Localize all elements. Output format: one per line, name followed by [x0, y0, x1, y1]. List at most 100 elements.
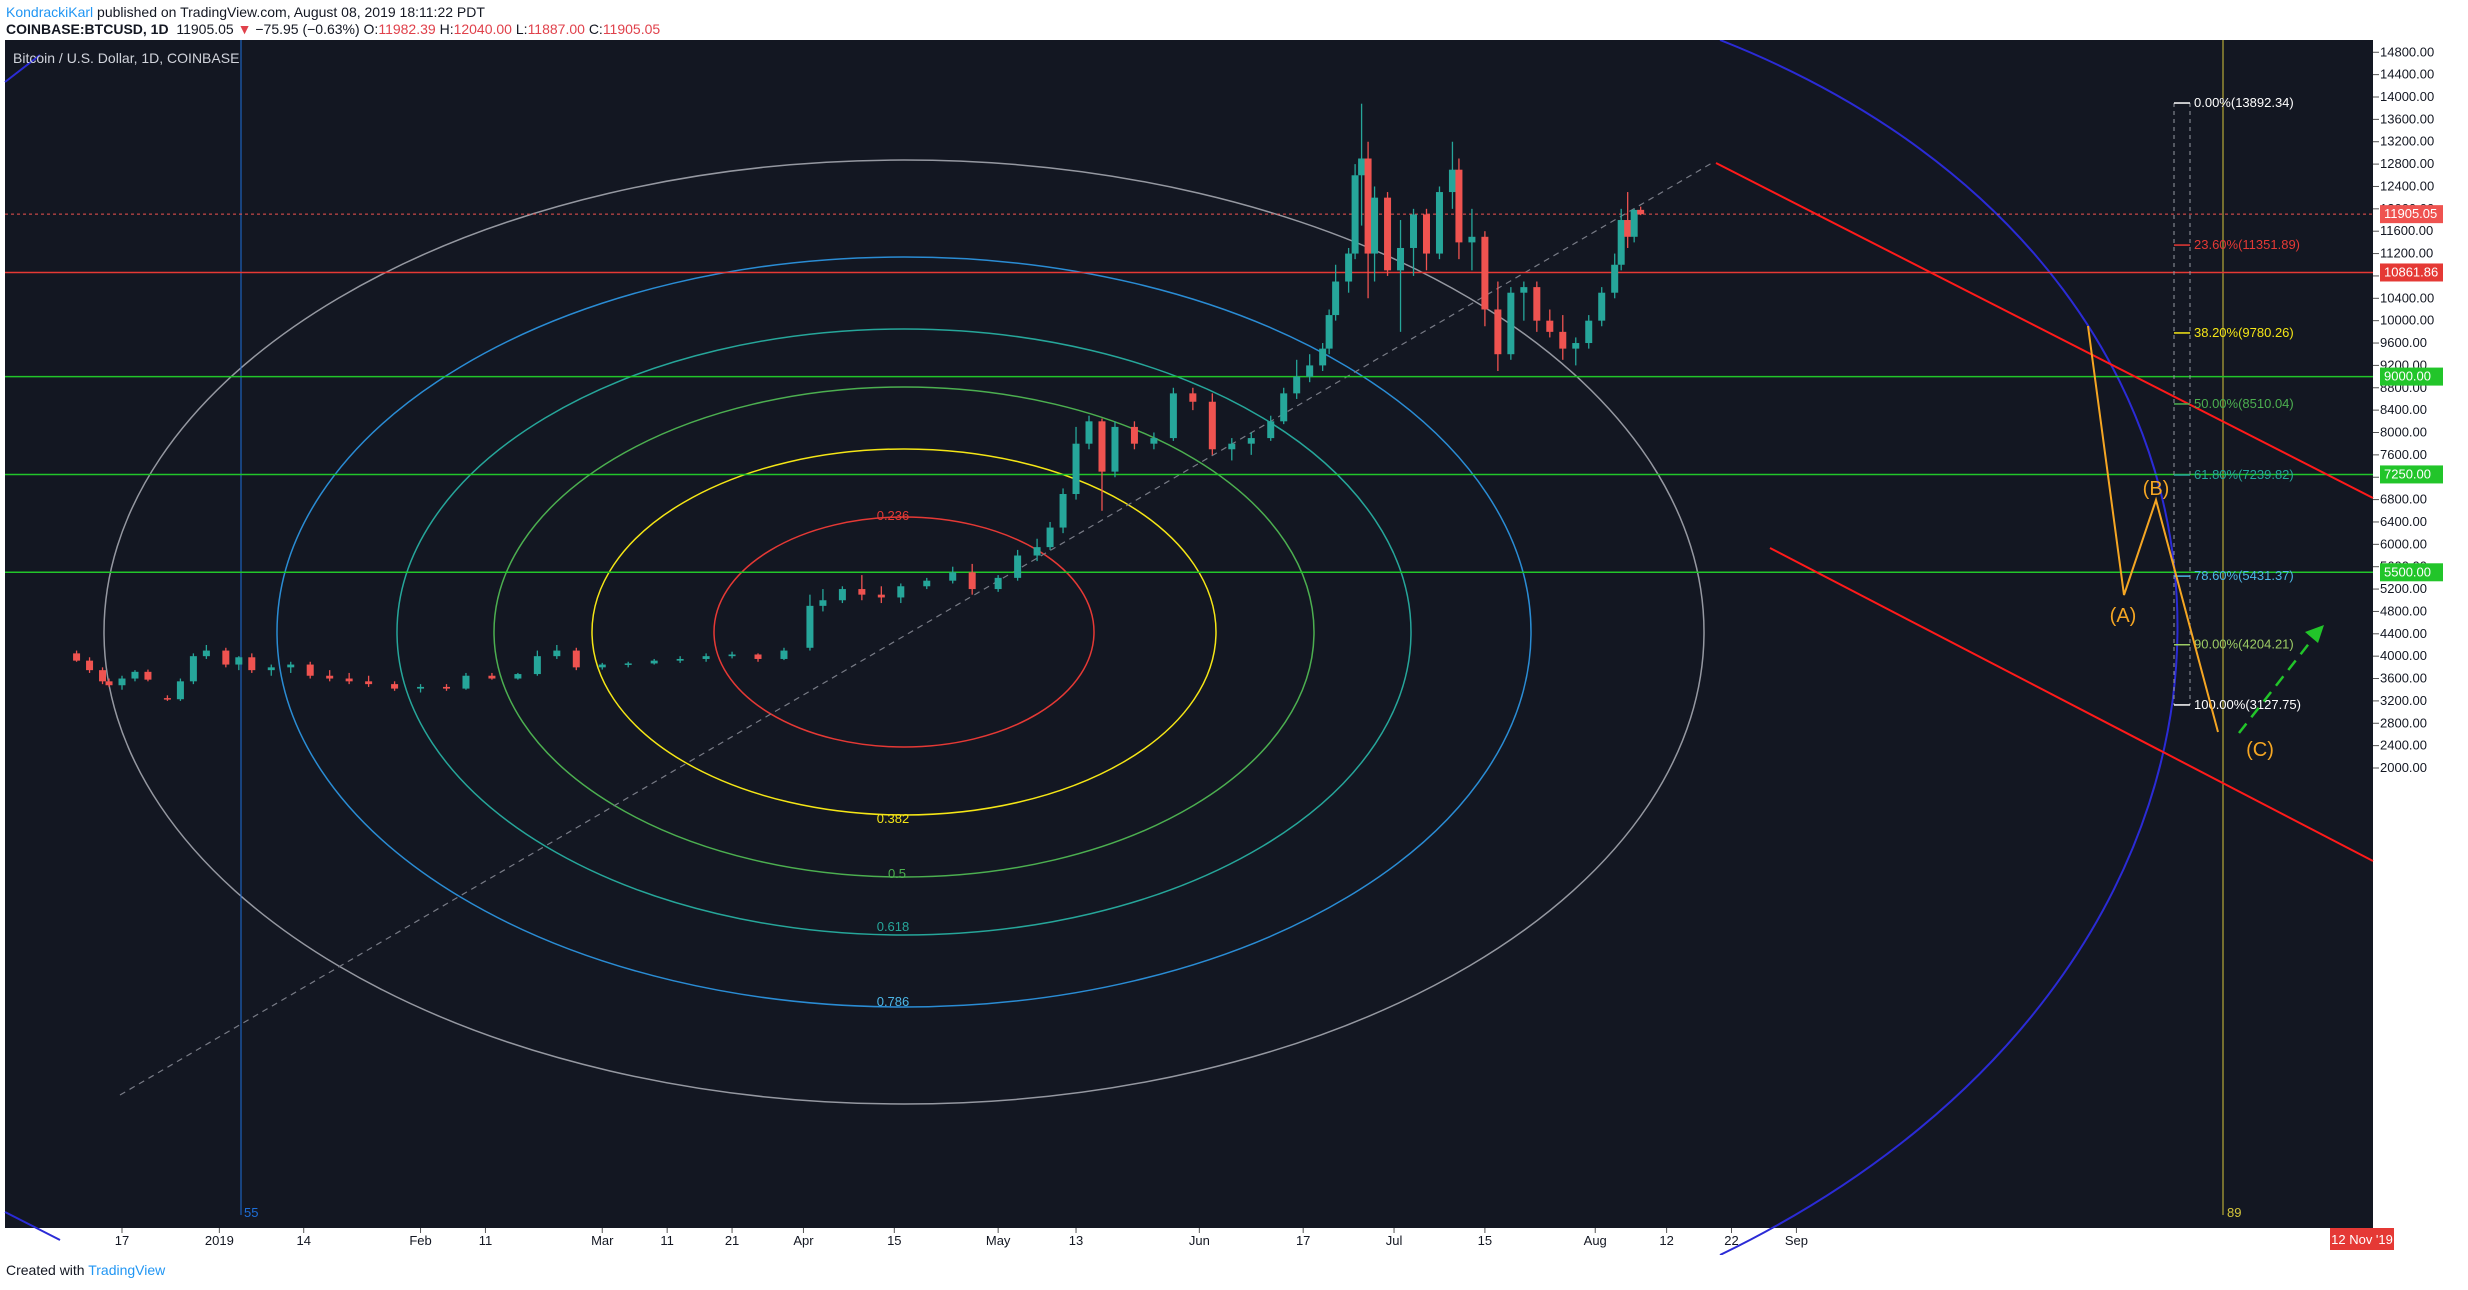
candle-body [1293, 376, 1301, 394]
time-tick-label: 15 [887, 1233, 901, 1248]
candle-body [1319, 348, 1327, 366]
candle-body [1072, 443, 1080, 495]
time-tick-label: Aug [1584, 1233, 1607, 1248]
price-change: −75.95 (−0.63%) [255, 21, 360, 37]
price-tick-label: 2800.00 [2380, 715, 2427, 730]
time-tick-label: 17 [115, 1233, 129, 1248]
fib-circle-label-0618: 0.618 [877, 919, 910, 934]
time-tick-label: Jun [1189, 1233, 1210, 1248]
price-chart[interactable]: 15200.0014800.0014400.0014000.0013600.00… [0, 40, 2468, 1255]
fib-level-label: 61.80%(7239.82) [2194, 467, 2294, 482]
channel-upper-line [1715, 162, 2374, 499]
created-with: Created with [6, 1262, 85, 1278]
price-label-box [2380, 465, 2443, 484]
candle-body [780, 650, 788, 659]
price-tick-label: 10000.00 [2380, 313, 2434, 328]
wave-label-b: (B) [2143, 478, 2170, 500]
candle-body [73, 653, 81, 661]
candle-body [86, 660, 94, 671]
price-tick-label: 9600.00 [2380, 335, 2427, 350]
time-tick-label: Apr [793, 1233, 814, 1248]
projection-arrowhead-icon [2305, 625, 2324, 643]
date-marker-box [2330, 1228, 2394, 1250]
fib-retracement: 0.00%(13892.34) 23.60%(11351.89) 38.20%(97… [2173, 95, 2301, 712]
candle-body [1559, 331, 1567, 349]
candle-body [235, 657, 243, 665]
candle-body [1332, 281, 1340, 316]
candle-body [1351, 175, 1359, 254]
candle-body [176, 681, 184, 700]
price-tick-label: 6800.00 [2380, 492, 2427, 507]
candle-body [1046, 527, 1054, 548]
candle-body [163, 698, 171, 700]
author-link[interactable]: KondrackiKarl [6, 4, 94, 20]
candle-body [1598, 292, 1606, 321]
close-value: 11905.05 [602, 21, 661, 37]
price-tick-label: 2400.00 [2380, 738, 2427, 753]
price-tick-label: 10400.00 [2380, 290, 2434, 305]
projection-arrow [2238, 631, 2319, 734]
price-tick-label: 5200.00 [2380, 581, 2427, 596]
time-tick-label: May [986, 1233, 1011, 1248]
price-label-box [2380, 263, 2443, 282]
time-tick-label: 11 [660, 1233, 674, 1248]
time-tick-label: 17 [1296, 1233, 1310, 1248]
time-tick-label: 14 [296, 1233, 310, 1248]
footer: Created with TradingView [6, 1262, 165, 1278]
candle-body [702, 656, 710, 659]
time-tick-label: 2019 [205, 1233, 234, 1248]
candle-body [118, 678, 126, 686]
candle-body [1617, 220, 1625, 265]
price-axis[interactable]: 15200.0014800.0014400.0014000.0013600.00… [2373, 40, 2468, 1255]
time-tick-label: 21 [725, 1233, 739, 1248]
candle-body [1397, 247, 1405, 271]
price-tick-label: 11200.00 [2380, 246, 2433, 261]
candle-body [949, 572, 957, 581]
price-label: 5500.00 [2384, 564, 2431, 579]
candle-body [99, 670, 107, 682]
price-tick-label: 4800.00 [2380, 603, 2427, 618]
vertical-marker-55-label: 55 [244, 1205, 258, 1220]
candle-body [877, 594, 885, 598]
fib-circle-label-0786: 0.786 [877, 994, 910, 1009]
tradingview-logo-icon[interactable]: TradingView [88, 1262, 166, 1278]
candle-body [858, 589, 866, 595]
candle-body [306, 664, 314, 676]
blue-arc-top-left [4, 54, 41, 83]
price-tick-label: 3600.00 [2380, 671, 2427, 686]
time-axis[interactable]: 17 2019 14 Feb 11 Mar 11 21 Apr 15 May 13 Jun 17 Jul 15… [5, 1228, 2373, 1255]
channel-lower-line [1769, 547, 2374, 862]
candle-body [572, 650, 580, 668]
price-tick-label: 12800.00 [2380, 156, 2434, 171]
price-tick-label: 4400.00 [2380, 626, 2427, 641]
candle-body [1422, 214, 1430, 254]
fib-circle-label-0236: 0.236 [877, 508, 910, 523]
price-tick-label: 7600.00 [2380, 447, 2427, 462]
candle-body [267, 667, 275, 671]
candle-body [222, 650, 230, 665]
candle-body [819, 600, 827, 606]
fib-level-label: 0.00%(13892.34) [2194, 95, 2294, 110]
candle-body [345, 678, 353, 682]
candle-body [1448, 169, 1456, 193]
plot-area: 0.236 0.382 0.5 0.618 0.786 55 89 0.00%(… [4, 40, 2374, 1255]
candle-body [1481, 236, 1489, 310]
publish-info: published on TradingView.com, August 08,… [97, 4, 485, 20]
price-label: 11905.05 [2384, 206, 2437, 221]
candle-body [1624, 220, 1632, 237]
chart-header: KondrackiKarl published on TradingView.c… [0, 0, 2468, 40]
candle-body [488, 675, 496, 679]
high-label: H: [439, 21, 454, 37]
candle-body [923, 580, 931, 587]
time-axis-bg [5, 1228, 2373, 1255]
candle-body [1228, 443, 1236, 450]
candle-body [443, 686, 450, 689]
high-value: 12040.00 [453, 21, 512, 37]
candle-body [968, 572, 976, 590]
time-tick-label: 11 [479, 1233, 493, 1248]
candle-body [1345, 253, 1353, 282]
candle-body [1410, 214, 1418, 248]
price-axis-bg [2373, 40, 2468, 1255]
time-tick-label: 12 [1659, 1233, 1673, 1248]
time-tick-label: Feb [409, 1233, 431, 1248]
